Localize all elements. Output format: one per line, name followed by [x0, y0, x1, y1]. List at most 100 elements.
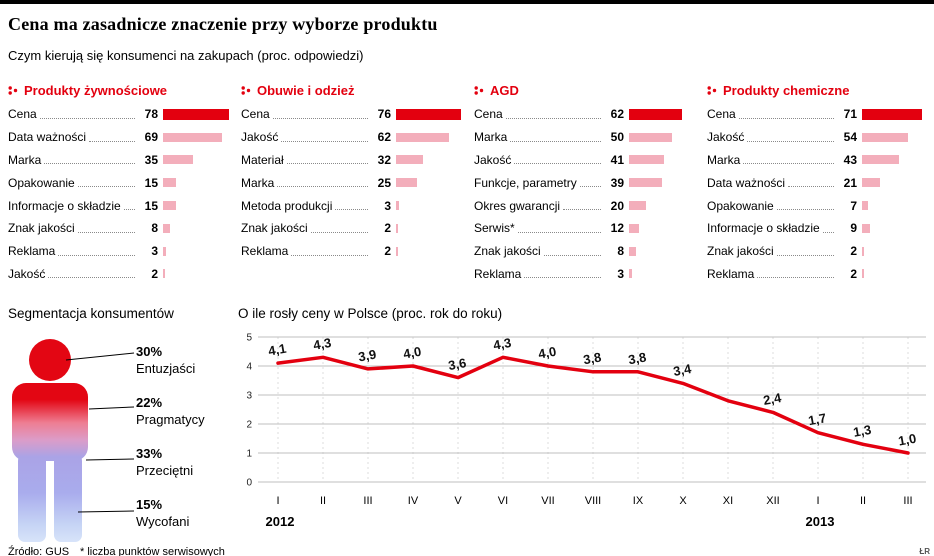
category-title: Produkty żywnościowe [24, 82, 168, 98]
x-tick-label: II [320, 495, 326, 507]
row-label: Serwis* [474, 221, 515, 236]
segment-percent: 33% [136, 446, 163, 461]
point-label: 4,0 [402, 344, 422, 362]
figure-head [29, 339, 71, 381]
row-value: 2 [384, 244, 391, 259]
value-bar [629, 269, 632, 279]
row-label: Jakość [474, 152, 512, 167]
bar-zone [862, 201, 930, 211]
bar-zone [862, 223, 930, 233]
row-label: Reklama [241, 244, 289, 259]
row-label: Marka [8, 152, 42, 167]
dotted-leader [788, 186, 834, 188]
ranking-row: Cena 62 [474, 103, 697, 126]
value-bar [862, 155, 899, 165]
row-value: 32 [377, 152, 391, 167]
row-value: 2 [384, 221, 391, 236]
point-label: 3,8 [627, 349, 647, 367]
row-label: Marka [474, 130, 508, 145]
row-value: 54 [843, 130, 857, 145]
ranking-column-1: Produkty żywnościowe Cena 78 Data ważności 6… [8, 80, 231, 285]
row-label: Cena [474, 107, 503, 122]
value-bar [396, 155, 424, 165]
footnote: * liczba punktów serwisowych [80, 546, 225, 556]
value-bar [862, 132, 908, 142]
bar-zone [862, 178, 930, 188]
row-label: Informacje o składzie [8, 198, 121, 213]
dotted-leader [579, 186, 601, 188]
point-label: 2,4 [762, 390, 783, 408]
dotted-leader [822, 231, 834, 233]
dotted-leader [505, 117, 601, 119]
ranking-row: Cena 71 [707, 103, 930, 126]
row-value: 3 [617, 266, 624, 281]
ranking-row: Reklama 3 [474, 263, 697, 286]
page-title: Cena ma zasadnicze znaczenie przy wyborz… [8, 14, 438, 34]
consumer-figure [12, 339, 135, 542]
year-label: 2012 [266, 514, 295, 529]
row-value: 71 [843, 107, 857, 122]
dotted-leader [286, 163, 368, 165]
category-icon [474, 85, 484, 95]
ranking-row: Znak jakości 8 [474, 240, 697, 263]
row-label: Data ważności [8, 130, 87, 145]
bar-zone [862, 269, 930, 279]
value-bar [396, 178, 418, 188]
row-value: 12 [610, 221, 624, 236]
ranking-row: Data ważności 69 [8, 126, 231, 149]
row-value: 62 [610, 107, 624, 122]
row-value: 41 [610, 152, 624, 167]
ranking-row: Jakość 62 [241, 126, 464, 149]
ranking-row: Informacje o składzie 15 [8, 194, 231, 217]
value-bar [396, 108, 461, 120]
row-label: Data ważności [707, 175, 786, 190]
point-label: 4,1 [267, 341, 287, 359]
ranking-row: Serwis* 12 [474, 217, 697, 240]
dotted-leader [77, 186, 135, 188]
dotted-leader [44, 163, 135, 165]
segment-label: 15% Wycofani [136, 497, 248, 530]
row-label: Cena [707, 107, 736, 122]
category-title: Produkty chemiczne [723, 82, 850, 98]
dotted-leader [89, 140, 135, 142]
point-label: 3,8 [582, 349, 602, 367]
figure-leg-right [54, 454, 82, 542]
row-value: 78 [144, 107, 158, 122]
ranking-row: Data ważności 21 [707, 171, 930, 194]
row-value: 50 [610, 130, 624, 145]
row-value: 8 [151, 221, 158, 236]
row-value: 69 [144, 130, 158, 145]
value-bar [862, 246, 864, 256]
figure-leg-left [18, 454, 46, 542]
row-value: 15 [144, 175, 158, 190]
ranking-row: Znak jakości 2 [241, 217, 464, 240]
ranking-row: Jakość 2 [8, 263, 231, 286]
value-bar [163, 223, 170, 233]
segment-name: Pragmatycy [136, 412, 205, 427]
category-header: Obuwie i odzież [241, 80, 464, 100]
bar-zone [396, 246, 464, 256]
dotted-leader [757, 277, 834, 279]
row-value: 21 [843, 175, 857, 190]
point-label: 4,3 [492, 335, 512, 353]
value-bar [396, 132, 449, 142]
category-icon-dot [241, 85, 245, 90]
value-bar [396, 246, 398, 256]
row-label: Marka [707, 152, 741, 167]
row-label: Opakowanie [8, 175, 75, 190]
value-bar [163, 178, 176, 188]
row-label: Znak jakości [8, 221, 75, 236]
bar-zone [629, 223, 697, 233]
bar-zone [163, 178, 231, 188]
row-label: Informacje o składzie [707, 221, 820, 236]
x-tick-label: VII [541, 495, 554, 507]
segment-percent: 30% [136, 344, 163, 359]
ranking-row: Marka 35 [8, 149, 231, 172]
x-tick-label: VIII [585, 495, 602, 507]
category-icon [8, 85, 18, 95]
ranking-row: Znak jakości 2 [707, 240, 930, 263]
category-icon-dot [8, 90, 12, 95]
row-label: Funkcje, parametry [474, 175, 577, 190]
category-icon [707, 85, 717, 95]
ranking-row: Opakowanie 7 [707, 194, 930, 217]
